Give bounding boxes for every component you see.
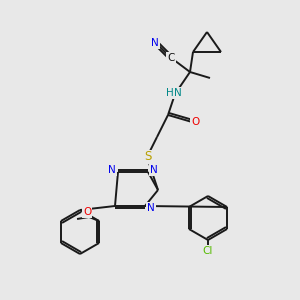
Text: Cl: Cl [203, 246, 213, 256]
Text: N: N [150, 165, 158, 175]
Text: N: N [108, 165, 116, 175]
Text: N: N [174, 88, 182, 98]
Text: N: N [147, 203, 155, 213]
Text: C: C [167, 53, 175, 63]
Text: H: H [166, 88, 174, 98]
Text: N: N [151, 38, 159, 48]
Text: O: O [191, 117, 199, 127]
Text: O: O [83, 207, 91, 217]
Text: S: S [144, 151, 152, 164]
